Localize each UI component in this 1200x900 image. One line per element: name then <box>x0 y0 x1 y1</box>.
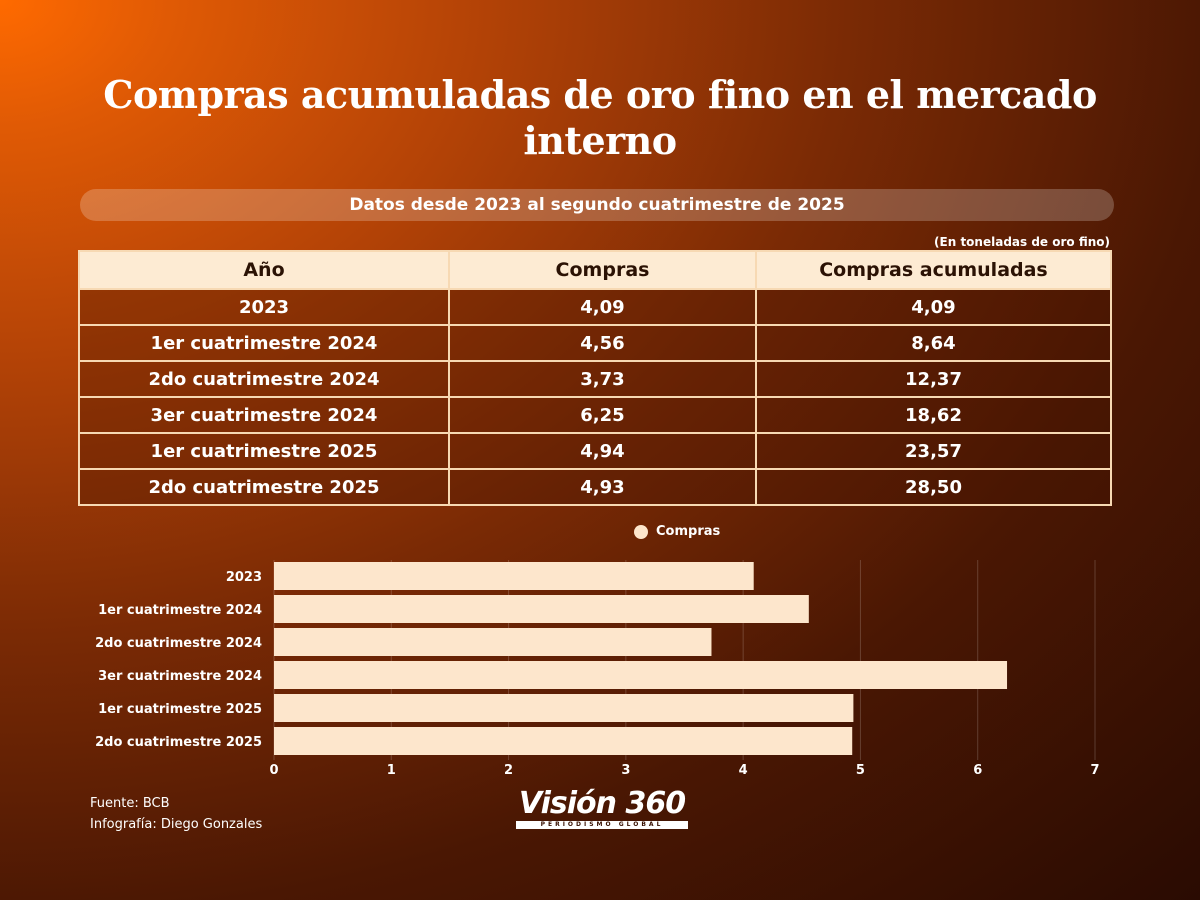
cell-accumulated: 4,09 <box>755 288 1112 326</box>
x-tick-label: 1 <box>387 763 396 778</box>
cell-period: 1er cuatrimestre 2025 <box>78 432 450 470</box>
cell-accumulated: 28,50 <box>755 468 1112 506</box>
logo-wordmark: Visión 360 <box>518 786 686 821</box>
y-category-label: 1er cuatrimestre 2025 <box>98 702 262 717</box>
cell-period: 1er cuatrimestre 2024 <box>78 324 450 362</box>
table-row: 2do cuatrimestre 2024 3,73 12,37 <box>78 360 1112 398</box>
source-text: Fuente: BCB <box>90 796 170 811</box>
table-row: 1er cuatrimestre 2024 4,56 8,64 <box>78 324 1112 362</box>
y-category-label: 3er cuatrimestre 2024 <box>98 669 262 684</box>
y-category-label: 2do cuatrimestre 2024 <box>95 636 262 651</box>
y-category-label: 2023 <box>226 570 262 585</box>
table-header-row: Año Compras Compras acumuladas <box>78 250 1112 290</box>
chart-legend: Compras <box>634 524 720 539</box>
table-row: 3er cuatrimestre 2024 6,25 18,62 <box>78 396 1112 434</box>
page-title: Compras acumuladas de oro fino en el mer… <box>103 72 1097 163</box>
bar <box>274 661 1008 689</box>
cell-purchases: 4,93 <box>448 468 757 506</box>
header-purchases: Compras <box>448 250 757 290</box>
y-category-label: 1er cuatrimestre 2024 <box>98 603 262 618</box>
data-table: Año Compras Compras acumuladas 2023 4,09… <box>78 250 1112 506</box>
cell-accumulated: 12,37 <box>755 360 1112 398</box>
cell-purchases: 4,56 <box>448 324 757 362</box>
unit-note: (En toneladas de oro fino) <box>934 235 1110 249</box>
cell-purchases: 4,94 <box>448 432 757 470</box>
x-tick-label: 3 <box>621 763 630 778</box>
subtitle-text: Datos desde 2023 al segundo cuatrimestre… <box>349 195 845 215</box>
cell-accumulated: 23,57 <box>755 432 1112 470</box>
x-tick-label: 4 <box>739 763 748 778</box>
bar <box>274 562 754 590</box>
y-category-label: 2do cuatrimestre 2025 <box>95 735 262 750</box>
cell-purchases: 3,73 <box>448 360 757 398</box>
x-tick-label: 7 <box>1090 763 1099 778</box>
x-tick-label: 2 <box>504 763 513 778</box>
header-year: Año <box>78 250 450 290</box>
x-tick-label: 6 <box>973 763 982 778</box>
table-row: 2023 4,09 4,09 <box>78 288 1112 326</box>
cell-accumulated: 8,64 <box>755 324 1112 362</box>
x-tick-label: 0 <box>269 763 278 778</box>
cell-accumulated: 18,62 <box>755 396 1112 434</box>
footer-credits: Fuente: BCB Infografía: Diego Gonzales <box>90 793 262 835</box>
bar-chart: 0 1 2 3 4 5 6 7 2023 1er cuatrimestre 2024 2do cua… <box>95 560 1100 778</box>
credit-text: Infografía: Diego Gonzales <box>90 817 263 832</box>
table-row: 1er cuatrimestre 2025 4,94 23,57 <box>78 432 1112 470</box>
legend-swatch <box>634 524 648 539</box>
cell-period: 2do cuatrimestre 2024 <box>78 360 450 398</box>
bar <box>274 595 809 623</box>
cell-period: 3er cuatrimestre 2024 <box>78 396 450 434</box>
bar <box>274 628 712 656</box>
cell-period: 2do cuatrimestre 2025 <box>78 468 450 506</box>
cell-purchases: 4,09 <box>448 288 757 326</box>
vision360-logo: Visión 360 PERIODISMO GLOBAL <box>516 787 688 829</box>
bar <box>274 694 854 722</box>
cell-purchases: 6,25 <box>448 396 757 434</box>
subtitle-banner: Datos desde 2023 al segundo cuatrimestre… <box>80 189 1114 221</box>
cell-period: 2023 <box>78 288 450 326</box>
table-row: 2do cuatrimestre 2025 4,93 28,50 <box>78 468 1112 506</box>
header-accumulated: Compras acumuladas <box>755 250 1112 290</box>
x-tick-label: 5 <box>856 763 865 778</box>
bar <box>274 727 853 755</box>
logo-tagline: PERIODISMO GLOBAL <box>516 821 688 829</box>
legend-label: Compras <box>656 524 721 539</box>
